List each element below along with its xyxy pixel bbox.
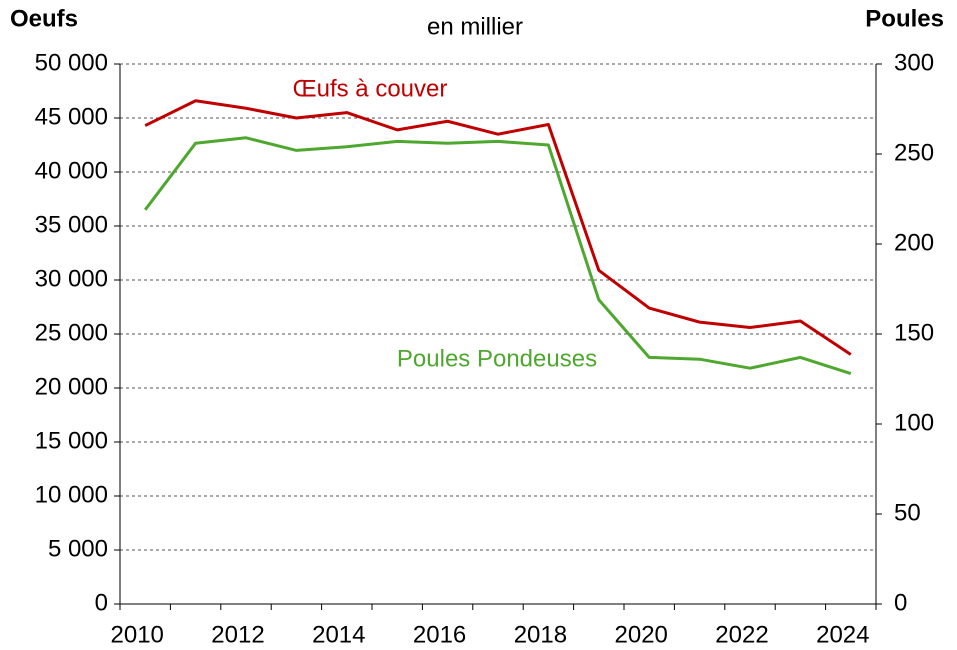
y-tick-label: 10 000 bbox=[35, 481, 108, 508]
y2-tick-label: 150 bbox=[894, 319, 934, 346]
x-tick-label: 2010 bbox=[111, 621, 164, 648]
y-tick-label: 20 000 bbox=[35, 373, 108, 400]
y-tick-label: 35 000 bbox=[35, 211, 108, 238]
x-tick-label: 2020 bbox=[615, 621, 668, 648]
y-tick-label: 5 000 bbox=[48, 535, 108, 562]
x-tick-label: 2012 bbox=[211, 621, 264, 648]
series-line bbox=[144, 136, 852, 376]
y2-tick-label: 200 bbox=[894, 229, 934, 256]
y2-tick-label: 300 bbox=[894, 49, 934, 76]
x-tick-label: 2016 bbox=[413, 621, 466, 648]
y-tick-label: 30 000 bbox=[35, 265, 108, 292]
series-annotation: Œufs à couver bbox=[293, 75, 448, 102]
y2-axis-title: Poules bbox=[865, 5, 944, 32]
y-tick-label: 15 000 bbox=[35, 427, 108, 454]
series-annotation: Poules Pondeuses bbox=[397, 345, 597, 372]
y-tick-label: 45 000 bbox=[35, 103, 108, 130]
y-tick-label: 50 000 bbox=[35, 49, 108, 76]
chart-title: en millier bbox=[427, 13, 523, 40]
y-tick-label: 40 000 bbox=[35, 157, 108, 184]
y2-tick-label: 250 bbox=[894, 139, 934, 166]
x-tick-label: 2022 bbox=[715, 621, 768, 648]
y2-tick-label: 100 bbox=[894, 409, 934, 436]
x-tick-label: 2014 bbox=[312, 621, 365, 648]
x-tick-label: 2018 bbox=[514, 621, 567, 648]
y2-tick-label: 50 bbox=[894, 499, 921, 526]
y2-tick-label: 0 bbox=[894, 589, 907, 616]
y-axis-title: Oeufs bbox=[10, 5, 78, 32]
x-tick-label: 2024 bbox=[816, 621, 869, 648]
y-tick-label: 25 000 bbox=[35, 319, 108, 346]
y-tick-label: 0 bbox=[95, 589, 108, 616]
series-line bbox=[144, 99, 852, 356]
